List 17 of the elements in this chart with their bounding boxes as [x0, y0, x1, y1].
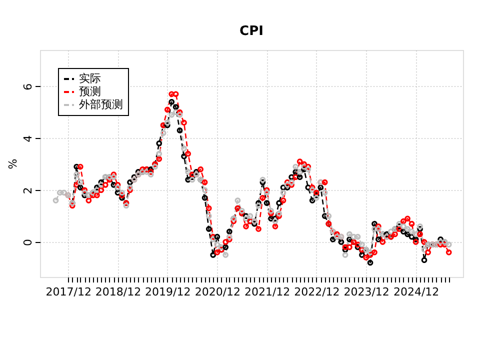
x-tick-label: 2024/12: [393, 286, 440, 298]
x-tick-label: 2023/12: [344, 286, 390, 298]
y-tick-label: 4: [22, 135, 34, 142]
legend-label: 预测: [79, 85, 101, 98]
x-tick-label: 2018/12: [95, 286, 142, 298]
x-tick-label: 2022/12: [294, 286, 340, 298]
x-tick-label: 2020/12: [194, 286, 241, 298]
y-tick-label: 2: [22, 187, 34, 194]
legend-label: 实际: [79, 72, 101, 85]
y-tick-label: 6: [22, 83, 34, 90]
x-tick-label: 2021/12: [244, 286, 290, 298]
y-axis-title: %: [6, 158, 20, 170]
x-tick-label: 2017/12: [46, 286, 92, 298]
legend-label: 外部预测: [79, 98, 123, 111]
chart-title: CPI: [240, 24, 264, 39]
y-tick-label: 0: [22, 238, 34, 246]
x-tick-label: 2019/12: [145, 286, 191, 298]
